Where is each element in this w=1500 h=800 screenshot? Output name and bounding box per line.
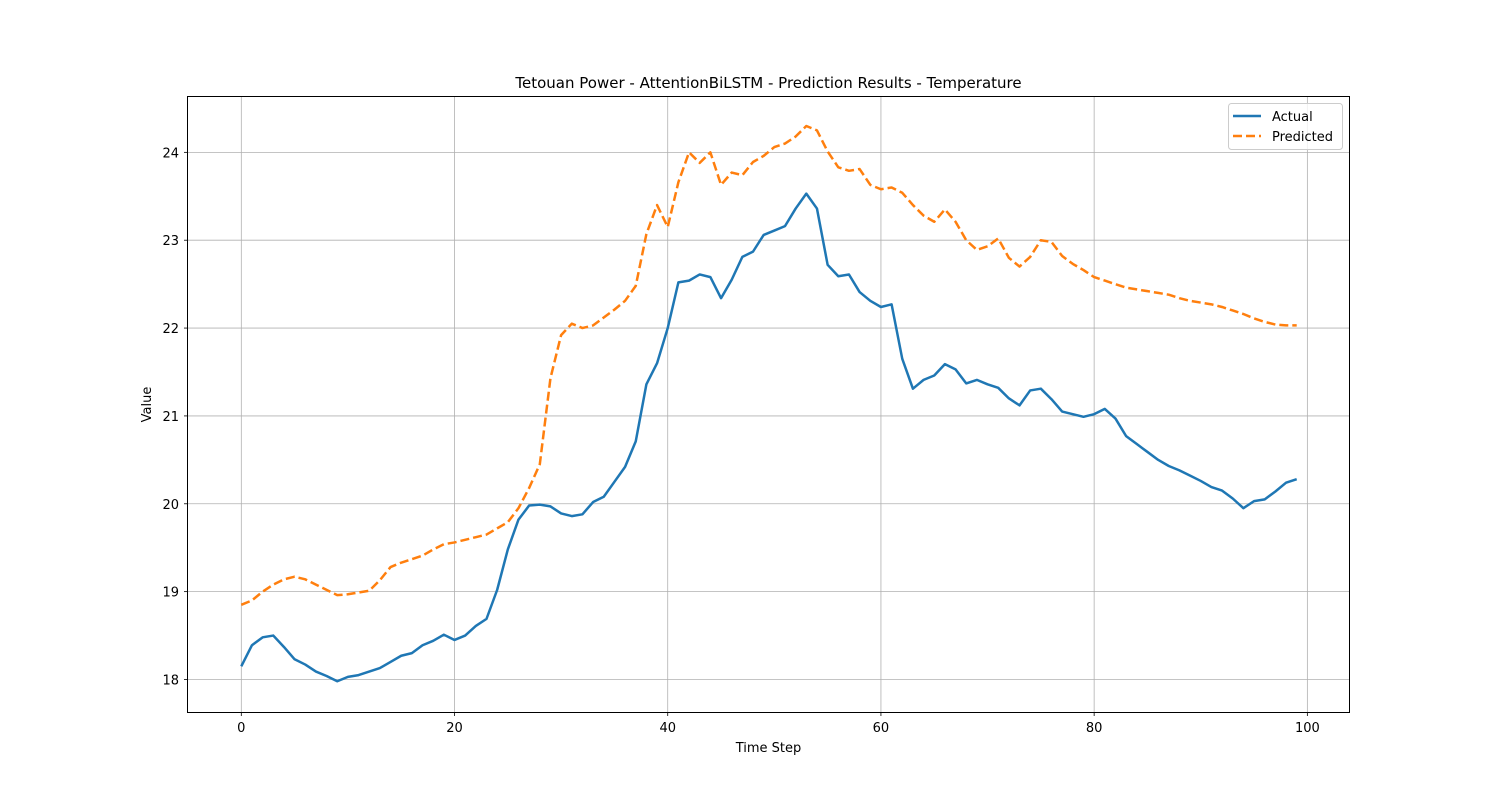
chart-title: Tetouan Power - AttentionBiLSTM - Predic… [514,74,1021,92]
x-tick-label: 0 [237,721,245,736]
x-axis-label: Time Step [735,741,802,756]
y-tick-label: 23 [162,234,179,249]
y-tick-label: 22 [162,322,179,337]
series-line-predicted [240,124,1297,606]
y-tick-label: 19 [162,586,179,601]
x-tick-label: 40 [659,721,676,736]
legend-label-predicted: Predicted [1272,130,1333,145]
x-tick-label: 60 [873,721,890,736]
y-tick-label: 21 [162,410,179,425]
x-tick-label: 80 [1086,721,1103,736]
y-tick-label: 20 [162,498,179,513]
y-tick-label: 18 [162,673,179,688]
y-tick-label: 24 [162,146,179,161]
series-layer [240,124,1298,683]
series-line-actual [240,192,1298,683]
grid [188,97,1350,712]
x-ticks: 0 20 40 60 80 100 [237,712,1320,736]
y-ticks: 18 19 20 21 22 23 24 [162,146,188,688]
x-tick-label: 100 [1295,721,1320,736]
y-axis-label: Value [140,387,155,423]
x-tick-label: 20 [446,721,463,736]
legend: Actual Predicted [1228,103,1343,150]
legend-label-actual: Actual [1272,110,1313,125]
plot-frame [187,96,1350,713]
